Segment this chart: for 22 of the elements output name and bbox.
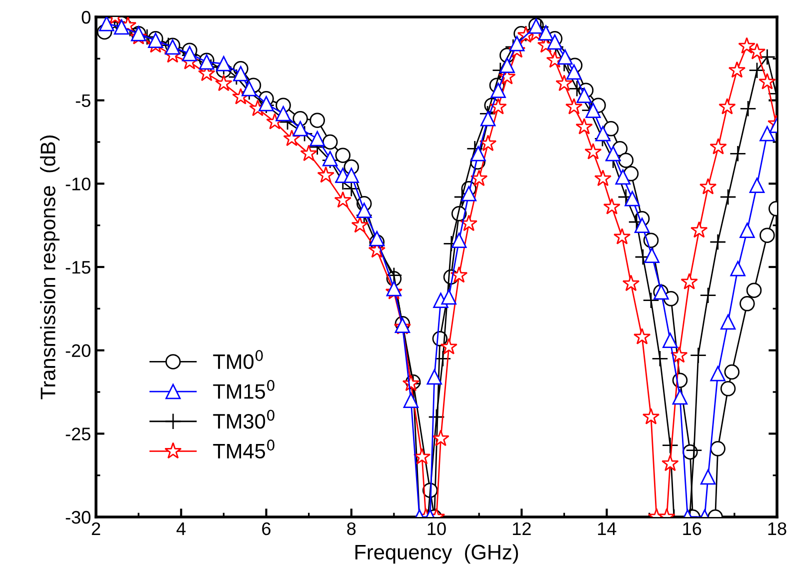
y-axis-title: Transmission response (dB)	[40, 136, 60, 400]
x-tick-label: 12	[512, 522, 531, 535]
y-tick-label: -25	[66, 428, 90, 440]
x-tick-label: 8	[347, 522, 356, 536]
x-tick-label: 16	[683, 522, 702, 536]
y-tick-label: -15	[66, 261, 90, 274]
x-tick-label: 10	[428, 522, 446, 536]
y-tick-label: -20	[66, 344, 90, 358]
x-tick-label: 6	[262, 522, 270, 536]
y-tick-label: 0	[82, 10, 90, 24]
x-axis-title: Frequency (GHz)	[355, 544, 518, 564]
legend-label: TM45$^{0}$	[213, 440, 274, 459]
legend-label: TM15$^{0}$	[213, 380, 274, 399]
y-tick-label: -30	[66, 510, 90, 524]
x-tick-label: 18	[768, 522, 786, 536]
x-tick-label: 2	[92, 522, 100, 535]
x-tick-label: 14	[598, 522, 616, 535]
legend-label: TM30$^{0}$	[213, 410, 274, 429]
y-tick-label: -5	[76, 94, 90, 108]
y-tick-label: -10	[66, 178, 90, 190]
x-tick-label: 4	[176, 522, 186, 535]
legend-label: TM0$^{0}$	[213, 350, 263, 370]
